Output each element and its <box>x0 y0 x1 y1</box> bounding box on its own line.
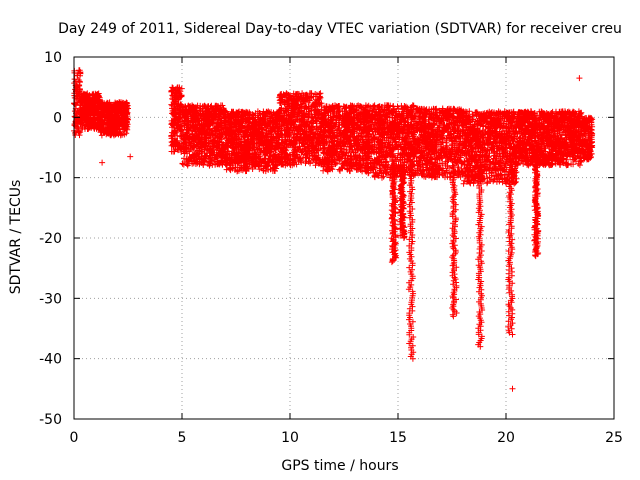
y-axis-label: SDTVAR / TECUs <box>8 180 24 295</box>
y-tick-label: -30 <box>39 291 62 307</box>
x-tick-labels: 0 5 10 15 20 25 <box>70 430 623 446</box>
x-tick-label: 20 <box>497 430 515 446</box>
y-tick-label: -50 <box>39 412 62 428</box>
data-points <box>71 67 596 392</box>
x-tick-label: 15 <box>389 430 407 446</box>
chart-title: Day 249 of 2011, Sidereal Day-to-day VTE… <box>58 21 622 37</box>
y-tick-label: -20 <box>39 231 62 247</box>
y-tick-label: -40 <box>39 352 62 368</box>
x-tick-label: 25 <box>605 430 623 446</box>
scatter-markers <box>71 67 596 392</box>
axis-ticks <box>73 56 615 420</box>
x-axis-label: GPS time / hours <box>281 458 398 474</box>
x-tick-label: 10 <box>281 430 299 446</box>
y-tick-label: 0 <box>53 110 62 126</box>
y-tick-label: -10 <box>39 171 62 187</box>
y-tick-label: 10 <box>44 50 62 66</box>
y-tick-labels: 10 0 -10 -20 -30 -40 -50 <box>39 50 62 428</box>
x-tick-label: 5 <box>178 430 187 446</box>
x-tick-label: 0 <box>70 430 79 446</box>
